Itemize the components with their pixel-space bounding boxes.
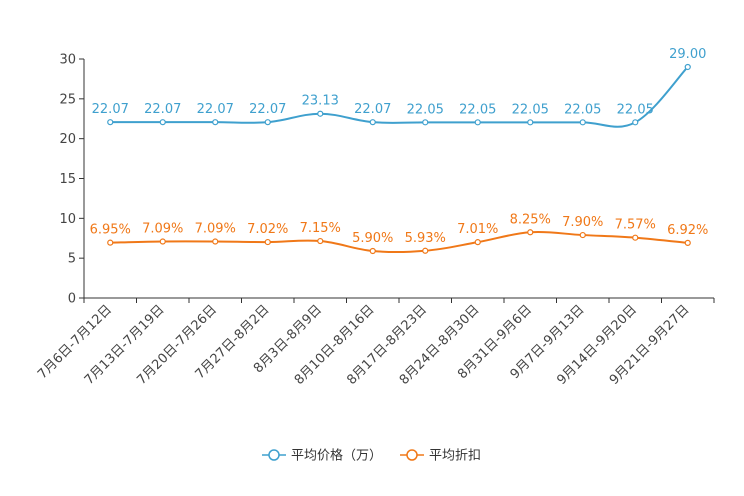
data-point[interactable] [527,119,534,126]
data-point[interactable] [212,238,219,245]
data-label: 7.15% [300,221,341,236]
legend-label: 平均价格（万） [291,448,382,464]
data-point[interactable] [317,237,324,245]
data-point[interactable] [579,119,586,126]
data-point[interactable] [422,119,429,126]
data-point[interactable] [474,119,481,126]
series-average-price: 22.07 22.07 22.07 22.07 23.13 22.07 22.05 22.05… [92,47,706,128]
legend-marker-icon [268,449,280,461]
data-label: 7.09% [142,222,183,237]
axes [83,59,714,299]
data-point[interactable] [317,110,324,117]
data-label: 22.05 [512,102,549,117]
legend-label: 平均折扣 [429,449,481,464]
data-label: 7.57% [615,218,656,233]
legend-item-average-price[interactable]: 平均价格（万） [262,448,382,464]
data-point[interactable] [212,119,219,126]
data-point[interactable] [107,239,114,246]
y-tick-label: 20 [59,132,76,147]
data-point[interactable] [632,234,639,241]
data-label: 22.07 [92,102,129,117]
data-label: 22.07 [144,102,181,117]
data-label: 22.07 [354,102,391,117]
data-label: 7.90% [562,215,603,230]
x-axis-ticks: 7月6日-7月12日7月13日-7月19日7月20日-7月26日7月27日-8月… [35,298,715,388]
data-label: 22.07 [197,102,234,117]
data-point[interactable] [684,63,691,71]
legend[interactable]: 平均价格（万） 平均折扣 [262,448,481,464]
data-point[interactable] [684,239,691,246]
data-label: 5.93% [405,231,446,246]
data-label: 29.00 [669,47,706,62]
data-label: 7.02% [247,222,288,237]
y-tick-label: 15 [59,172,76,187]
y-tick-label: 5 [68,252,76,267]
series-line [110,230,688,254]
legend-item-average-discount[interactable]: 平均折扣 [400,449,481,464]
data-point[interactable] [107,119,114,126]
data-label: 22.05 [407,102,444,117]
data-label: 22.05 [564,102,601,117]
data-label: 22.05 [617,102,654,117]
data-label: 6.95% [90,223,131,238]
y-tick-label: 0 [68,292,76,307]
data-point[interactable] [159,238,166,245]
y-tick-label: 10 [59,212,76,227]
data-label: 23.13 [302,94,339,109]
data-point[interactable] [264,119,271,126]
data-label: 22.05 [459,102,496,117]
data-point[interactable] [264,238,271,246]
data-label: 7.09% [195,222,236,237]
data-label: 6.92% [667,223,708,238]
y-axis-ticks: 0 5 10 15 20 25 30 [59,53,84,307]
data-point[interactable] [579,231,586,239]
data-label: 7.01% [457,222,498,237]
data-point[interactable] [159,119,166,126]
data-point[interactable] [369,247,376,255]
legend-marker-icon [406,449,418,461]
data-label: 22.07 [249,102,286,117]
data-point[interactable] [527,229,534,236]
data-label: 5.90% [352,231,393,246]
series-average-discount: 6.95% 7.09% 7.09% 7.02% 7.15% 5.90% 5.93% 7.01%… [90,212,708,255]
y-tick-label: 30 [59,53,76,68]
data-label: 8.25% [510,212,551,227]
data-point[interactable] [632,119,639,126]
data-point[interactable] [422,247,429,254]
data-point[interactable] [369,119,376,126]
data-point[interactable] [474,239,481,246]
series-line [110,66,689,128]
y-tick-label: 25 [59,92,76,107]
series-layer: 22.07 22.07 22.07 22.07 23.13 22.07 22.05 22.05… [90,47,708,255]
